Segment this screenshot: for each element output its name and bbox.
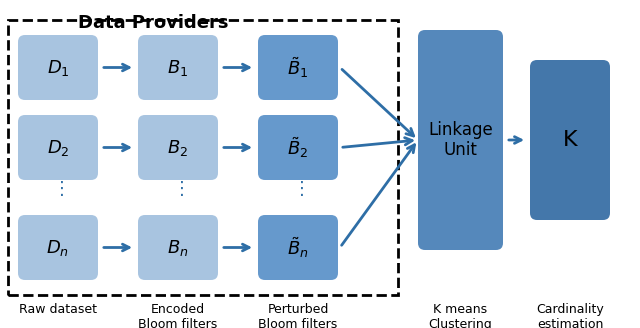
Text: $B_2$: $B_2$: [168, 137, 189, 157]
Text: $D_1$: $D_1$: [47, 57, 69, 77]
Text: Raw dataset: Raw dataset: [19, 303, 97, 316]
Text: $D_2$: $D_2$: [47, 137, 69, 157]
Text: Data Providers: Data Providers: [78, 14, 228, 32]
Text: $\vdots$: $\vdots$: [52, 178, 64, 197]
Text: Perturbed
Bloom filters: Perturbed Bloom filters: [259, 303, 338, 328]
Text: $\vdots$: $\vdots$: [172, 178, 184, 197]
Text: $\tilde{B}_1$: $\tilde{B}_1$: [287, 55, 308, 80]
Text: $\vdots$: $\vdots$: [292, 178, 304, 197]
Text: $D_n$: $D_n$: [47, 237, 70, 257]
Text: $B_n$: $B_n$: [167, 237, 189, 257]
Text: Encoded
Bloom filters: Encoded Bloom filters: [138, 303, 218, 328]
FancyBboxPatch shape: [418, 30, 503, 250]
Text: Linkage
Unit: Linkage Unit: [428, 121, 493, 159]
Text: $\tilde{B}_2$: $\tilde{B}_2$: [287, 135, 308, 160]
Text: Cardinality
estimation: Cardinality estimation: [536, 303, 604, 328]
FancyBboxPatch shape: [138, 215, 218, 280]
FancyBboxPatch shape: [138, 35, 218, 100]
FancyBboxPatch shape: [258, 35, 338, 100]
Text: $\tilde{B}_n$: $\tilde{B}_n$: [287, 235, 309, 260]
Text: $B_1$: $B_1$: [168, 57, 189, 77]
FancyBboxPatch shape: [18, 35, 98, 100]
Text: K: K: [563, 130, 577, 150]
FancyBboxPatch shape: [18, 215, 98, 280]
Text: K means
Clustering: K means Clustering: [429, 303, 492, 328]
FancyBboxPatch shape: [138, 115, 218, 180]
FancyBboxPatch shape: [18, 115, 98, 180]
FancyBboxPatch shape: [258, 215, 338, 280]
FancyBboxPatch shape: [258, 115, 338, 180]
FancyBboxPatch shape: [530, 60, 610, 220]
